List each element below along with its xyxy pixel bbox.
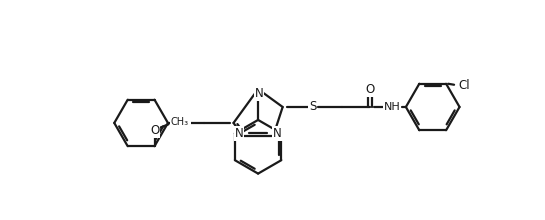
Text: Cl: Cl <box>458 79 470 92</box>
Text: N: N <box>234 127 243 140</box>
Text: O: O <box>366 82 375 96</box>
Text: CH₃: CH₃ <box>171 117 189 127</box>
Text: O: O <box>150 124 159 137</box>
Text: NH: NH <box>384 102 401 112</box>
Text: S: S <box>309 101 316 114</box>
Text: N: N <box>255 87 263 100</box>
Text: N: N <box>273 127 282 140</box>
Text: NH: NH <box>173 118 190 128</box>
